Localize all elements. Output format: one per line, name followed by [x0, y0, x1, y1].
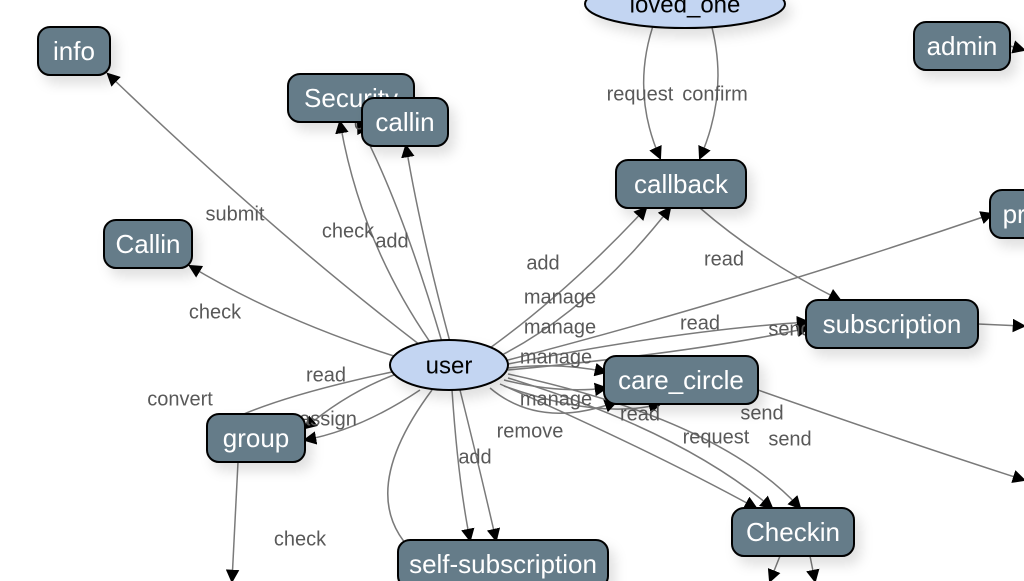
edge-admin-off1	[1010, 46, 1024, 50]
node-admin[interactable]: admin	[914, 22, 1010, 70]
edge-label-user-selfsub-19: check	[274, 528, 327, 550]
edge-label-user-care_circle-16: remove	[497, 420, 564, 442]
edge-label-user-group-3: assign	[299, 408, 357, 430]
edge-label-user-care_circle-13: manage	[520, 346, 592, 368]
node-label-info: info	[53, 36, 95, 66]
node-label-loved_one: loved_one	[630, 0, 741, 18]
node-label-selfsub: self-subscription	[409, 549, 597, 579]
edge-label-user-callback-9: manage	[524, 286, 596, 308]
node-loved_one[interactable]: loved_one	[585, 0, 785, 28]
edge-label-user-callin2-7: add	[375, 230, 408, 252]
node-subscription[interactable]: subscription	[806, 300, 978, 348]
node-callin[interactable]: Callin	[104, 220, 192, 268]
edge-label-user-checkin-22: send	[768, 428, 811, 450]
node-user[interactable]: user	[390, 340, 508, 390]
edge-label-loved_one-callback-24: request	[607, 83, 674, 105]
node-label-group: group	[223, 423, 290, 453]
graph-canvas: submitcheckreadassignconvertcheckcheckad…	[0, 0, 1024, 581]
edge-label-loved_one-callback-25: confirm	[682, 83, 748, 105]
node-label-user: user	[426, 352, 473, 379]
edge-checkin-off2	[770, 556, 780, 581]
edge-user-selfsub	[388, 390, 432, 558]
node-label-checkin: Checkin	[746, 517, 840, 547]
edge-label-user-checkin-20: send	[740, 402, 783, 424]
node-label-prof: prof	[1003, 199, 1024, 229]
node-label-callin: Callin	[115, 229, 180, 259]
edge-label-user-subscription-11: read	[680, 312, 720, 334]
edge-subscription-off4	[978, 324, 1024, 326]
node-label-callback: callback	[634, 169, 729, 199]
node-callin2[interactable]: callin	[362, 98, 448, 146]
node-label-admin: admin	[927, 31, 998, 61]
node-selfsub[interactable]: self-subscription	[398, 540, 608, 581]
node-callback[interactable]: callback	[616, 160, 746, 208]
node-info[interactable]: info	[38, 27, 110, 75]
edge-label-user-callback-8: add	[526, 252, 559, 274]
edge-label-user-group-2: read	[306, 364, 346, 386]
edge-checkin-off3	[810, 556, 815, 581]
edge-label-user-checkin-21: request	[683, 426, 750, 448]
edge-label-user-prof-10: manage	[524, 316, 596, 338]
edge-group-off6	[232, 462, 238, 581]
node-label-subscription: subscription	[823, 309, 962, 339]
edge-label-user-group-4: convert	[147, 388, 213, 410]
edge-label-callback-subscription-23: read	[704, 248, 744, 270]
edge-label-user-care_circle-14: manage	[520, 388, 592, 410]
node-label-callin2: callin	[375, 107, 434, 137]
node-checkin[interactable]: Checkin	[732, 508, 854, 556]
node-care_circle[interactable]: care_circle	[604, 356, 758, 404]
node-group[interactable]: group	[207, 414, 305, 462]
node-prof[interactable]: prof	[990, 190, 1024, 238]
edge-label-user-selfsub-17: add	[458, 446, 491, 468]
edge-label-user-care_circle-15: read	[620, 403, 660, 425]
edge-label-user-callin-1: check	[189, 301, 242, 323]
edge-label-user-security-5: check	[322, 220, 375, 242]
edge-label-user-info-0: submit	[206, 203, 265, 225]
edge-user-callin2	[406, 146, 450, 342]
node-label-care_circle: care_circle	[618, 365, 744, 395]
